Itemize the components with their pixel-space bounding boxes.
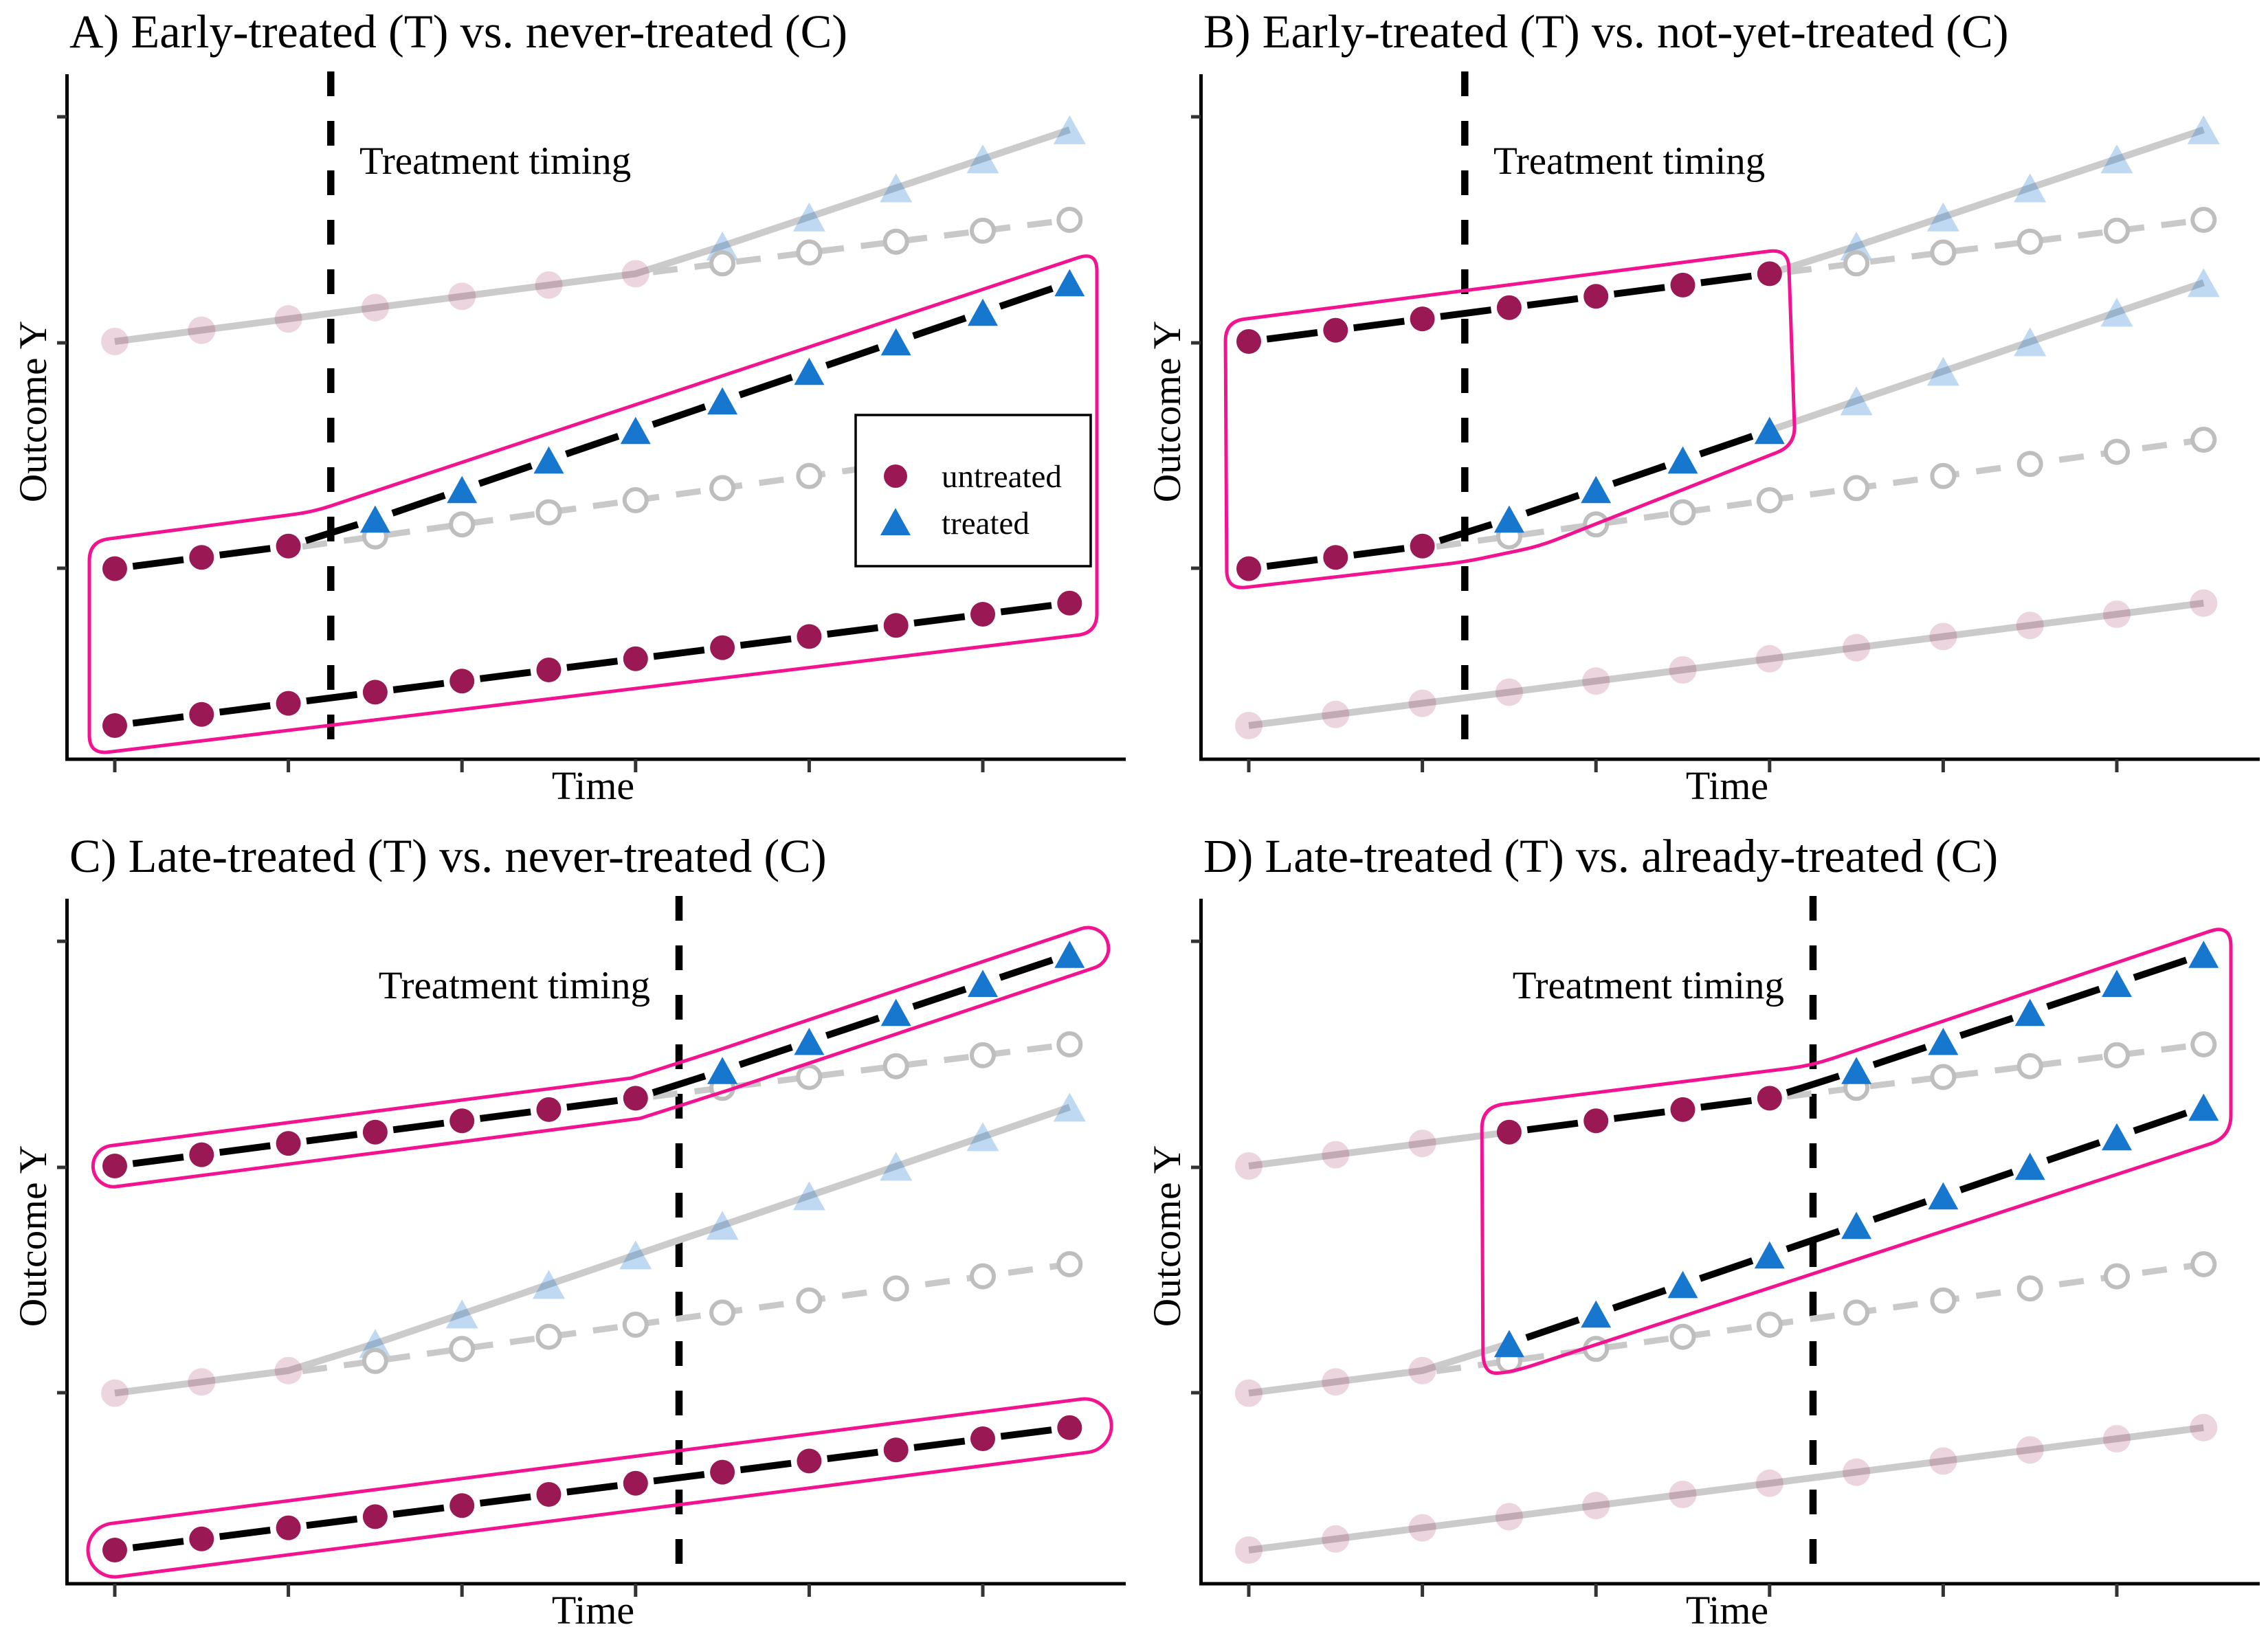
svg-text:untreated: untreated bbox=[942, 459, 1062, 495]
svg-text:B) Early-treated (T) vs. not-y: B) Early-treated (T) vs. not-yet-treated… bbox=[1203, 5, 2009, 58]
svg-text:Outcome Y: Outcome Y bbox=[12, 1145, 55, 1327]
svg-text:Outcome Y: Outcome Y bbox=[12, 321, 55, 503]
svg-text:C) Late-treated (T) vs. never-: C) Late-treated (T) vs. never-treated (C… bbox=[69, 830, 827, 882]
svg-text:Time: Time bbox=[1686, 1588, 1768, 1633]
svg-text:Outcome Y: Outcome Y bbox=[1146, 321, 1189, 503]
svg-text:Treatment timing: Treatment timing bbox=[359, 139, 631, 183]
svg-text:Time: Time bbox=[552, 1588, 634, 1633]
svg-text:Treatment timing: Treatment timing bbox=[379, 964, 650, 1007]
svg-text:Outcome Y: Outcome Y bbox=[1146, 1145, 1189, 1327]
svg-text:Treatment timing: Treatment timing bbox=[1513, 964, 1784, 1007]
svg-text:treated: treated bbox=[942, 506, 1030, 541]
svg-text:Time: Time bbox=[552, 763, 634, 808]
svg-text:A) Early-treated (T) vs. never: A) Early-treated (T) vs. never-treated (… bbox=[69, 5, 847, 58]
svg-text:Treatment timing: Treatment timing bbox=[1493, 139, 1765, 183]
svg-text:D) Late-treated (T) vs. alread: D) Late-treated (T) vs. already-treated … bbox=[1203, 830, 1998, 882]
svg-text:Time: Time bbox=[1686, 763, 1768, 808]
